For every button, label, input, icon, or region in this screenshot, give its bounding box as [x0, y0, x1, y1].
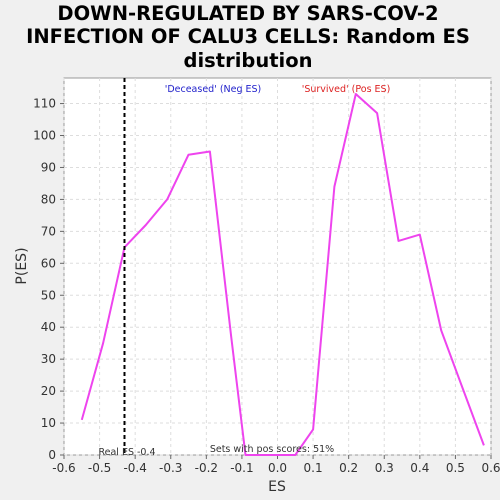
y-tick-label: 110 — [33, 97, 56, 111]
x-tick-label: -0.5 — [88, 461, 111, 475]
y-tick-label: 70 — [41, 224, 56, 238]
series-layer — [80, 93, 485, 456]
x-tick-label: -0.2 — [195, 461, 218, 475]
x-tick-label: 0.6 — [481, 461, 500, 475]
x-axis: -0.6 -0.5 -0.4 -0.3 -0.2 -0.1 0.0 0.1 0.2 0.3 0.4 0… — [52, 455, 500, 475]
neg-es-annotation: 'Deceased' (Neg ES) — [165, 84, 262, 95]
y-tick-label: 80 — [41, 192, 56, 206]
x-tick-label: -0.1 — [230, 461, 253, 475]
chart-title-line-2: INFECTION OF CALU3 CELLS: Random ES — [26, 25, 470, 48]
y-tick-label: 30 — [41, 352, 56, 366]
chart-title: DOWN-REGULATED BY SARS-COV-2 INFECTION O… — [26, 2, 470, 72]
x-tick-label: 0.4 — [410, 461, 429, 475]
x-tick-label: -0.6 — [52, 461, 75, 475]
y-axis-label: P(ES) — [14, 247, 30, 284]
pos-es-annotation: 'Survived' (Pos ES) — [302, 84, 391, 95]
es-distribution-line — [80, 93, 485, 456]
x-tick-label: 0.0 — [268, 461, 287, 475]
real-es-label: Real ES -0.4 — [98, 447, 155, 458]
x-tick-label: 0.3 — [375, 461, 394, 475]
y-tick-label: 40 — [41, 320, 56, 334]
y-axis: 0 10 20 30 40 50 60 70 80 90 100 110 — [33, 97, 64, 462]
y-tick-label: 50 — [41, 288, 56, 302]
y-tick-label: 0 — [48, 448, 56, 462]
x-tick-label: 0.1 — [304, 461, 323, 475]
y-tick-label: 10 — [41, 416, 56, 430]
x-axis-label: ES — [268, 479, 286, 495]
y-tick-label: 100 — [33, 129, 56, 143]
y-tick-label: 90 — [41, 160, 56, 174]
grid — [63, 78, 492, 456]
x-tick-label: 0.5 — [446, 461, 465, 475]
x-tick-label: -0.4 — [123, 461, 146, 475]
pos-scores-annotation: Sets with pos scores: 51% — [210, 444, 334, 455]
chart-title-line-3: distribution — [184, 49, 313, 72]
x-tick-label: 0.2 — [339, 461, 358, 475]
y-tick-label: 20 — [41, 384, 56, 398]
chart-title-line-1: DOWN-REGULATED BY SARS-COV-2 — [57, 2, 438, 25]
x-tick-label: -0.3 — [159, 461, 182, 475]
y-tick-label: 60 — [41, 256, 56, 270]
